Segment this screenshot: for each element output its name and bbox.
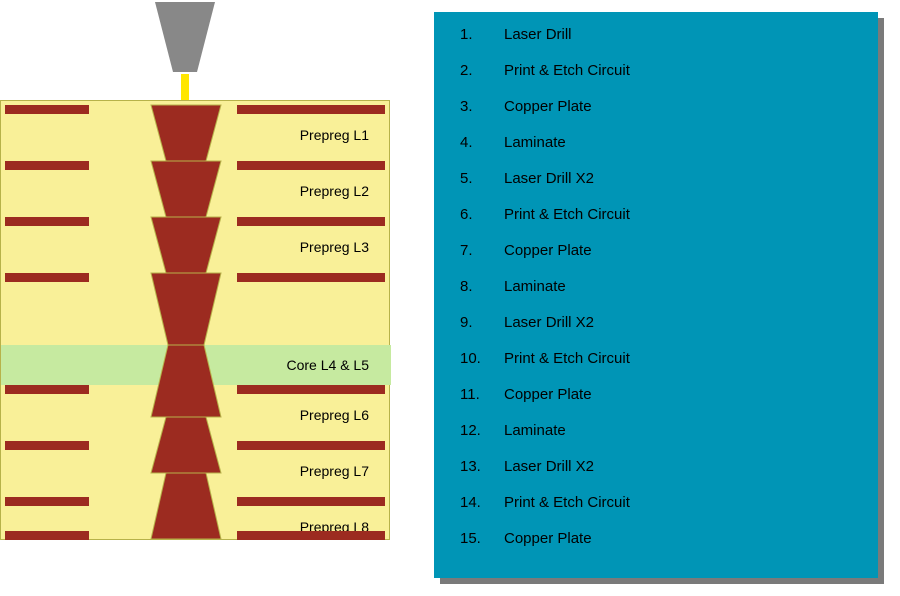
- process-step: 2.Print & Etch Circuit: [460, 62, 858, 79]
- step-label: Copper Plate: [504, 530, 858, 547]
- step-label: Print & Etch Circuit: [504, 350, 858, 367]
- step-label: Print & Etch Circuit: [504, 494, 858, 511]
- process-steps-panel: 1.Laser Drill2.Print & Etch Circuit3.Cop…: [434, 12, 878, 578]
- layer-label: Core L4 & L5: [287, 357, 370, 373]
- step-number: 14.: [460, 494, 504, 511]
- step-number: 15.: [460, 530, 504, 547]
- copper-trace: [5, 217, 89, 226]
- layer-label: Prepreg L2: [300, 183, 369, 199]
- layer-label: Prepreg L1: [300, 127, 369, 143]
- copper-trace: [237, 161, 385, 170]
- process-step: 8.Laminate: [460, 278, 858, 295]
- process-step: 3.Copper Plate: [460, 98, 858, 115]
- process-step: 7.Copper Plate: [460, 242, 858, 259]
- step-number: 3.: [460, 98, 504, 115]
- copper-trace: [5, 441, 89, 450]
- step-number: 2.: [460, 62, 504, 79]
- copper-trace: [237, 531, 385, 540]
- copper-trace: [237, 217, 385, 226]
- stacked-via: [149, 103, 223, 163]
- process-step: 14.Print & Etch Circuit: [460, 494, 858, 511]
- step-label: Laser Drill X2: [504, 458, 858, 475]
- process-step: 11.Copper Plate: [460, 386, 858, 403]
- copper-trace: [5, 161, 89, 170]
- layer-label: Prepreg L6: [300, 407, 369, 423]
- copper-trace: [237, 273, 385, 282]
- layer-label: Prepreg L7: [300, 463, 369, 479]
- step-label: Print & Etch Circuit: [504, 62, 858, 79]
- step-number: 1.: [460, 26, 504, 43]
- process-step: 4.Laminate: [460, 134, 858, 151]
- step-label: Laser Drill: [504, 26, 858, 43]
- copper-trace: [5, 531, 89, 540]
- step-number: 8.: [460, 278, 504, 295]
- process-step: 9.Laser Drill X2: [460, 314, 858, 331]
- step-number: 5.: [460, 170, 504, 187]
- copper-trace: [5, 105, 89, 114]
- step-label: Copper Plate: [504, 386, 858, 403]
- stacked-via: [149, 471, 223, 541]
- step-number: 12.: [460, 422, 504, 439]
- step-number: 7.: [460, 242, 504, 259]
- stacked-via: [149, 415, 223, 475]
- process-step: 10.Print & Etch Circuit: [460, 350, 858, 367]
- step-label: Copper Plate: [504, 242, 858, 259]
- process-step: 1.Laser Drill: [460, 26, 858, 43]
- copper-trace: [5, 497, 89, 506]
- process-step: 5.Laser Drill X2: [460, 170, 858, 187]
- step-number: 4.: [460, 134, 504, 151]
- step-label: Laminate: [504, 278, 858, 295]
- pcb-stack-diagram: Prepreg L1 Prepreg L2 Prepreg L3 Core L4 & …: [0, 0, 420, 596]
- step-number: 10.: [460, 350, 504, 367]
- copper-trace: [5, 385, 89, 394]
- step-number: 11.: [460, 386, 504, 403]
- process-step: 15.Copper Plate: [460, 530, 858, 547]
- step-label: Laser Drill X2: [504, 170, 858, 187]
- stacked-via: [149, 343, 223, 419]
- step-label: Print & Etch Circuit: [504, 206, 858, 223]
- step-label: Copper Plate: [504, 98, 858, 115]
- copper-trace: [237, 497, 385, 506]
- step-number: 13.: [460, 458, 504, 475]
- stacked-via: [149, 271, 223, 347]
- layer-stack: Prepreg L1 Prepreg L2 Prepreg L3 Core L4 & …: [0, 100, 390, 540]
- copper-trace: [237, 385, 385, 394]
- step-number: 6.: [460, 206, 504, 223]
- step-number: 9.: [460, 314, 504, 331]
- laser-beam: [181, 74, 189, 102]
- stacked-via: [149, 215, 223, 275]
- copper-trace: [237, 105, 385, 114]
- process-step: 13.Laser Drill X2: [460, 458, 858, 475]
- process-step: 6.Print & Etch Circuit: [460, 206, 858, 223]
- stacked-via: [149, 159, 223, 219]
- step-label: Laser Drill X2: [504, 314, 858, 331]
- process-step: 12.Laminate: [460, 422, 858, 439]
- copper-trace: [237, 441, 385, 450]
- layer-label: Prepreg L3: [300, 239, 369, 255]
- step-label: Laminate: [504, 134, 858, 151]
- step-label: Laminate: [504, 422, 858, 439]
- copper-trace: [5, 273, 89, 282]
